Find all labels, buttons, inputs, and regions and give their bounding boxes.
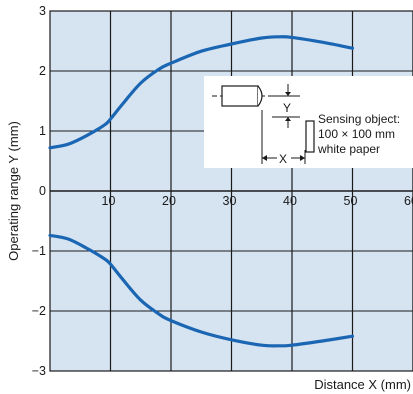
y-marker-label: Y bbox=[283, 101, 291, 115]
sensing-object-label-line3: white paper bbox=[317, 142, 380, 156]
plot-frame bbox=[49, 10, 413, 372]
x-tick-label: 60 bbox=[404, 194, 413, 208]
sensor-body bbox=[221, 85, 259, 107]
y-tick-label: 0 bbox=[39, 184, 46, 198]
lower-range-curve bbox=[48, 233, 355, 348]
x-tick-label: 30 bbox=[223, 194, 237, 208]
tick-labels: 1020304050603210−1−2−3 bbox=[32, 4, 413, 378]
x-axis-label: Distance X (mm) bbox=[314, 377, 411, 392]
y-tick-label: 3 bbox=[39, 4, 46, 18]
y-tick-label: −1 bbox=[32, 244, 46, 258]
y-tick-label: −3 bbox=[32, 364, 46, 378]
x-marker-label: X bbox=[279, 152, 287, 166]
sensor-diagram: Y X Sensing object: 100 × 100 mm white p… bbox=[204, 76, 413, 168]
sensing-object bbox=[305, 120, 315, 153]
y-tick-label: 2 bbox=[39, 64, 46, 78]
y-arrowhead-upper bbox=[285, 92, 291, 96]
upper-range-curve bbox=[48, 35, 355, 150]
y-axis-label: Operating range Y (mm) bbox=[6, 121, 21, 261]
sensing-object-label-line2: 100 × 100 mm bbox=[318, 127, 395, 141]
sensor-lens bbox=[257, 85, 263, 107]
x-tick-label: 40 bbox=[283, 194, 297, 208]
y-tick-label: −2 bbox=[32, 304, 46, 318]
x-marker-backdrop bbox=[277, 151, 291, 165]
x-arrowhead-right bbox=[300, 155, 305, 161]
x-tick-label: 10 bbox=[102, 194, 116, 208]
y-arrowhead-lower bbox=[285, 117, 291, 121]
sensing-object-label-line1: Sensing object: bbox=[318, 112, 400, 126]
y-tick-label: 1 bbox=[39, 124, 46, 138]
series-curves bbox=[48, 35, 355, 348]
x-tick-label: 20 bbox=[162, 194, 176, 208]
x-arrowhead-left bbox=[262, 155, 267, 161]
x-tick-label: 50 bbox=[344, 194, 358, 208]
grid bbox=[50, 10, 413, 372]
